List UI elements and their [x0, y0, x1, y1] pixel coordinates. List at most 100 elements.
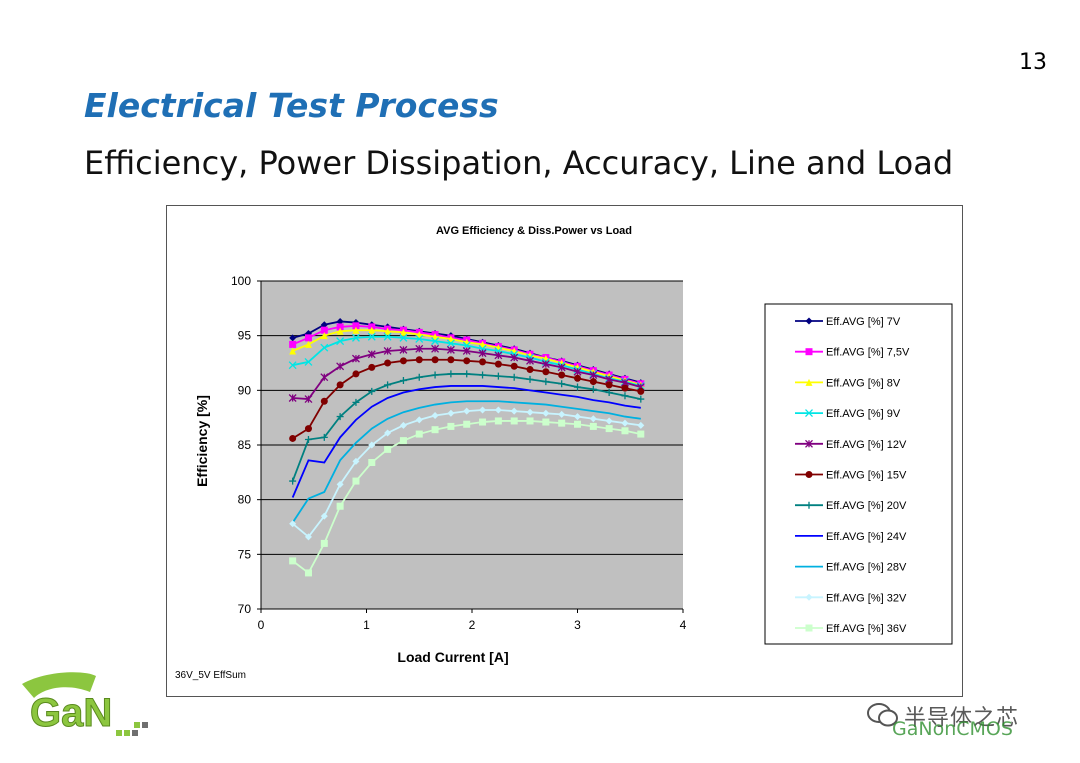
data-point: [289, 557, 297, 565]
gan-logo: GaN: [22, 672, 148, 736]
data-point: [526, 366, 534, 374]
y-tick-label: 80: [238, 493, 252, 507]
legend-label: Eff.AVG [%] 15V: [826, 470, 907, 482]
logo-dot: [116, 730, 122, 736]
data-point: [574, 383, 581, 391]
logo-dot: [124, 730, 130, 736]
data-point: [383, 347, 392, 355]
data-point: [494, 406, 502, 414]
data-point: [336, 381, 344, 389]
x-tick-label: 0: [258, 618, 265, 632]
legend-label: Eff.AVG [%] 7,5V: [826, 347, 910, 359]
data-point: [589, 385, 597, 393]
data-point: [384, 359, 392, 367]
series-line: [291, 400, 641, 524]
data-point: [352, 326, 360, 334]
data-point: [367, 350, 376, 359]
data-point: [320, 433, 328, 441]
series-9: [291, 400, 641, 524]
slide-subtitle: Efficiency, Power Dissipation, Accuracy,…: [84, 144, 954, 182]
data-point: [336, 362, 345, 371]
legend-marker: [805, 471, 813, 478]
data-point: [399, 421, 407, 429]
chart-frame: AVG Efficiency & Diss.Power vs Load Effi…: [166, 205, 963, 697]
data-point: [368, 387, 376, 395]
data-point: [542, 368, 550, 376]
data-point: [384, 429, 392, 437]
data-point: [558, 371, 566, 379]
legend-label: Eff.AVG [%] 28V: [826, 562, 907, 574]
series-7: [289, 370, 645, 485]
data-point: [479, 406, 487, 414]
data-point: [558, 380, 566, 388]
data-point: [479, 371, 487, 379]
logo-leaf-shape: [22, 672, 96, 698]
data-point: [336, 502, 344, 510]
data-point: [399, 437, 407, 445]
x-axis-label: Load Current [A]: [397, 649, 508, 665]
chart-footnote: 36V_5V EffSum: [175, 670, 246, 681]
data-point: [479, 418, 487, 426]
data-point: [304, 533, 312, 541]
x-tick-label: 2: [469, 618, 476, 632]
chart-title: AVG Efficiency & Diss.Power vs Load: [436, 225, 632, 237]
efficiency-chart: AVG Efficiency & Diss.Power vs Load Effi…: [175, 225, 953, 681]
data-point: [320, 397, 328, 405]
data-point: [320, 321, 328, 329]
legend-marker: [805, 409, 813, 418]
data-point: [399, 328, 407, 336]
data-point: [304, 569, 312, 577]
data-point: [589, 371, 598, 379]
legend-label: Eff.AVG [%] 32V: [826, 592, 907, 604]
legend-item: Eff.AVG [%] 32V: [795, 592, 907, 604]
x-tick-label: 1: [363, 618, 370, 632]
data-point: [320, 512, 328, 520]
data-point: [526, 408, 534, 416]
data-point: [542, 418, 550, 426]
data-point: [573, 367, 582, 376]
data-point: [431, 426, 439, 434]
data-point: [336, 337, 345, 346]
data-point: [320, 343, 329, 352]
data-point: [289, 520, 297, 528]
x-tick-label: 3: [574, 618, 581, 632]
slide-title: Electrical Test Process: [84, 86, 499, 125]
data-point: [304, 340, 312, 348]
legend-marker: [805, 378, 813, 386]
data-point: [289, 334, 297, 342]
data-point: [558, 410, 566, 418]
legend-item: Eff.AVG [%] 15V: [795, 470, 907, 482]
data-point: [637, 421, 645, 429]
data-point: [462, 347, 471, 355]
data-point: [289, 434, 297, 442]
data-point: [510, 373, 518, 381]
wechat-icon: [867, 703, 898, 727]
legend-label: Eff.AVG [%] 9V: [826, 408, 901, 420]
data-point: [558, 419, 566, 427]
data-point: [320, 539, 328, 547]
legend-label: Eff.AVG [%] 8V: [826, 377, 901, 389]
data-point: [399, 376, 407, 384]
data-point: [637, 395, 645, 403]
data-point: [589, 415, 597, 423]
data-point: [526, 375, 534, 383]
data-point: [494, 351, 503, 360]
data-point: [336, 480, 344, 488]
data-point: [368, 441, 376, 449]
legend: Eff.AVG [%] 7V Eff.AVG [%] 7,5V Eff.AVG [%…: [764, 303, 953, 645]
data-point: [368, 326, 376, 334]
data-point: [447, 422, 455, 430]
data-point: [415, 416, 423, 424]
data-point: [336, 317, 344, 325]
data-point: [431, 356, 439, 364]
data-point: [605, 381, 613, 389]
y-tick-label: 90: [238, 383, 252, 397]
data-point: [288, 361, 297, 370]
data-point: [637, 430, 645, 438]
data-point: [352, 457, 360, 465]
data-point: [320, 326, 328, 334]
data-point: [621, 392, 629, 400]
data-point: [415, 430, 423, 438]
data-point: [304, 425, 312, 433]
data-point: [526, 356, 534, 365]
